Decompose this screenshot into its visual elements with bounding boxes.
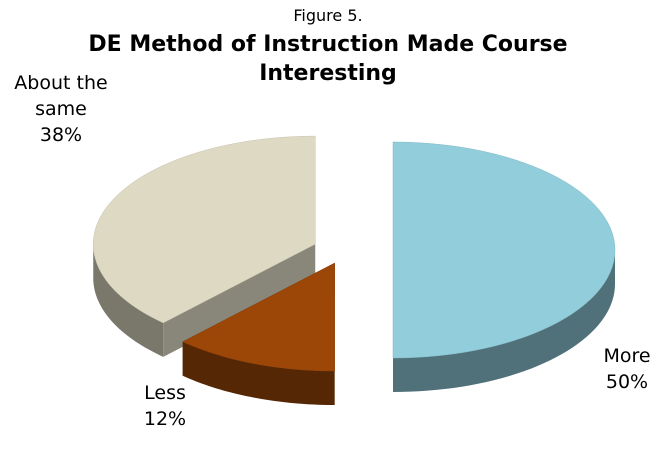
value-label: 50% bbox=[605, 371, 649, 393]
slice-side bbox=[93, 244, 164, 357]
slice-wall bbox=[163, 244, 316, 357]
slice-top bbox=[182, 262, 335, 372]
category-label: Less bbox=[144, 382, 186, 404]
slice-side bbox=[182, 341, 335, 406]
category-label: About the same bbox=[14, 72, 108, 120]
chart-subtitle: Figure 5. bbox=[293, 6, 363, 25]
slice-side bbox=[393, 250, 615, 392]
slice-label: More 50% bbox=[596, 343, 657, 395]
value-label: 38% bbox=[39, 124, 83, 146]
slice bbox=[93, 135, 316, 357]
slice-label: Less 12% bbox=[130, 380, 200, 432]
category-label: More bbox=[603, 345, 651, 367]
chart-title: DE Method of Instruction Made Course Int… bbox=[88, 32, 568, 86]
value-label: 12% bbox=[143, 408, 187, 430]
slice-top bbox=[392, 141, 616, 359]
slice bbox=[182, 262, 335, 406]
slice-label: About the same 38% bbox=[6, 70, 116, 148]
slice-top bbox=[93, 135, 316, 324]
slice bbox=[392, 141, 616, 392]
